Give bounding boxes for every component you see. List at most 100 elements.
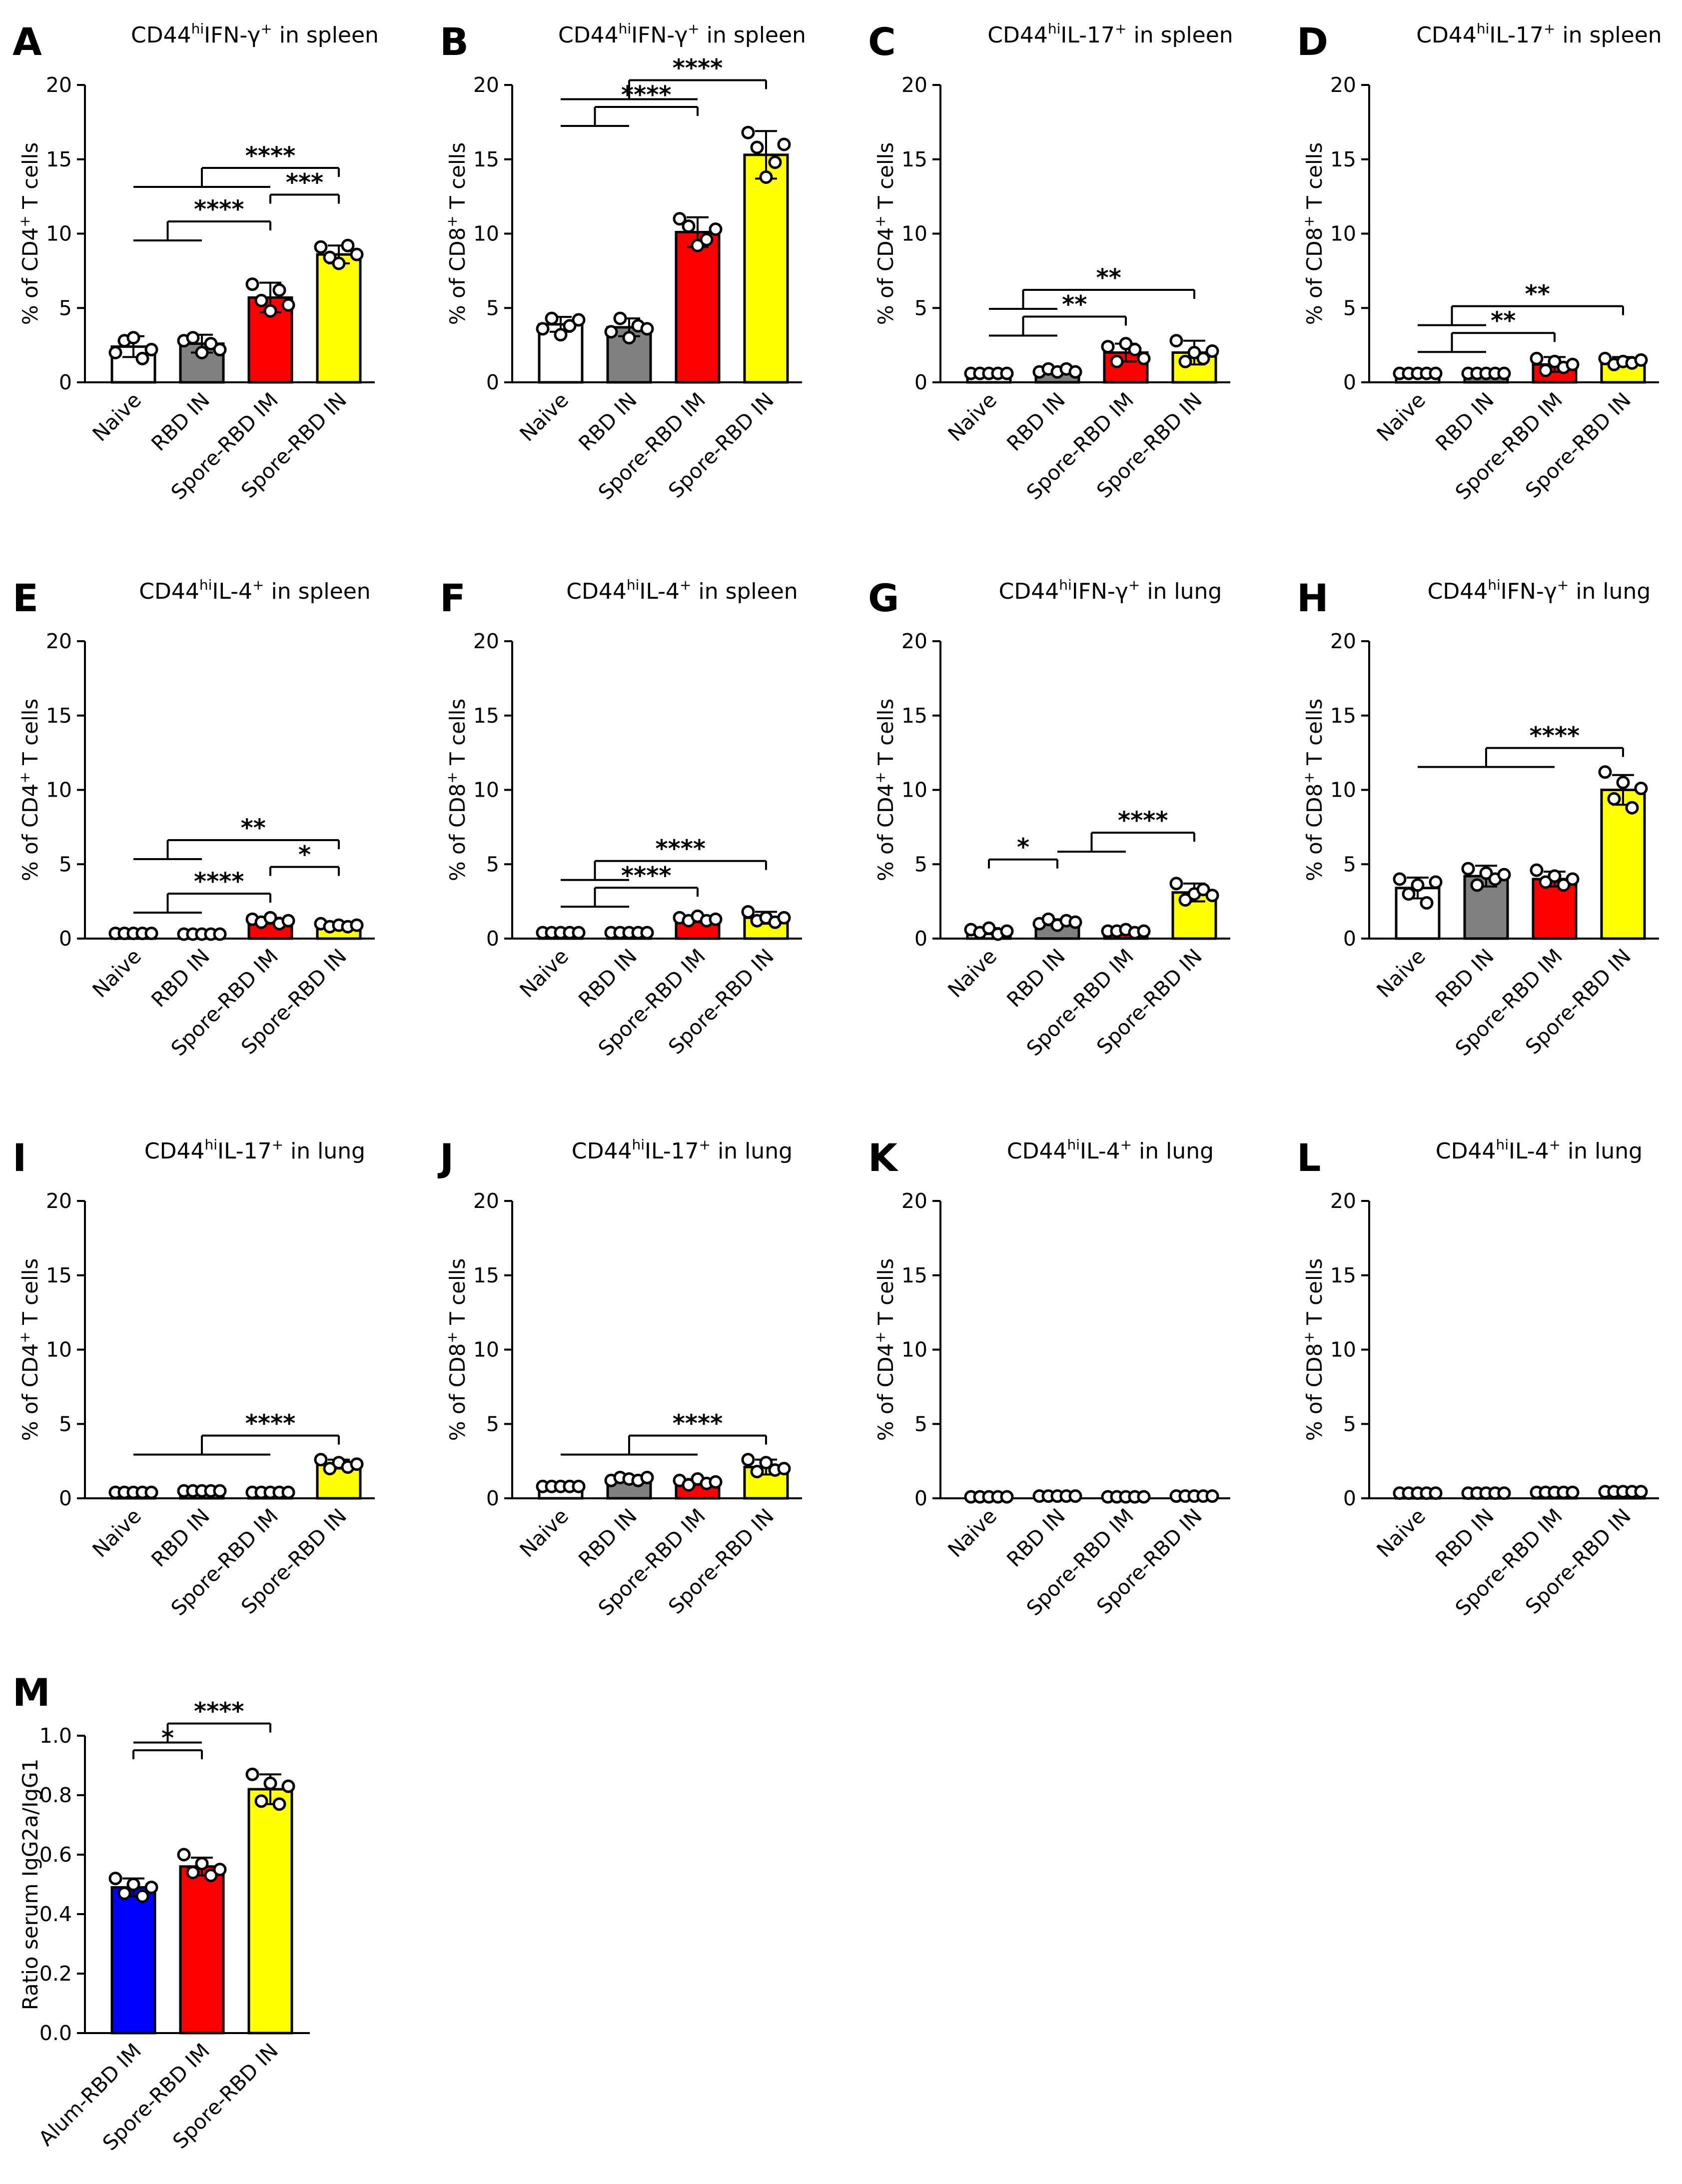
panel-B: B CD44hiIFN-γ+ in spleen% of CD8+ T cells… [440,19,806,504]
y-tick-label: 0 [59,927,72,951]
panel-K: K CD44hiIL-4+ in lung% of CD4+ T cells051… [868,1135,1230,1620]
y-tick-label: 10 [1330,222,1356,246]
data-point [281,914,295,928]
title-part: IL-17 [645,1138,699,1164]
y-label-part: T cells [445,699,470,772]
data-point [1539,363,1553,377]
data-point [750,140,764,154]
significance-label: **** [194,868,244,896]
significance-label: **** [194,1698,244,1726]
data-point [1470,878,1484,892]
panel-letter: A [12,19,42,64]
y-label-superscript: + [872,1331,888,1343]
title-part: in spleen [691,579,798,604]
y-tick-label: 20 [473,629,499,653]
bar [316,253,362,384]
panel-M: M Ratio serum IgG2a/IgG1 0.0 0.2 0.4 0.6 0.8 1.… [12,1670,310,2155]
y-tick-label: 15 [473,1263,499,1287]
title-superscript: hi [1488,577,1501,593]
data-point [144,1880,158,1894]
data-point [314,240,328,254]
data-point [759,170,773,184]
data-point [1101,340,1115,354]
title-superscript: + [272,1136,283,1153]
data-point [213,343,227,357]
title-part: in spleen [700,22,806,48]
data-point [1041,912,1055,926]
data-point [126,1878,140,1891]
y-tick-label: 0.4 [39,1902,72,1926]
category-label: Naive [88,1504,146,1562]
y-label-part: T cells [445,142,470,216]
y-tick-label: 15 [46,704,72,728]
panel-C: C CD44hiIL-17+ in spleen% of CD4+ T cells… [868,19,1233,504]
data-point [777,137,791,151]
data-point [572,926,586,940]
data-point [1110,354,1124,368]
data-point [1187,346,1201,359]
title-part: IL-17 [1060,22,1115,48]
y-tick-label: 5 [914,296,927,320]
title-part: CD44 [1428,579,1488,604]
panel-title: CD44hiIFN-γ+ in lung [1428,577,1651,604]
data-point [1530,351,1544,365]
panel-G: G CD44hiIFN-γ+ in lung% of CD4+ T cells05… [868,576,1230,1061]
y-label-superscript: + [16,1331,33,1343]
category-label: Naive [515,944,573,1002]
bar [1600,789,1646,940]
y-label-part: % of CD4 [873,1343,898,1441]
y-label-part: % of CD4 [18,1343,42,1441]
panel-title: CD44hiIFN-γ+ in lung [999,577,1222,604]
y-label-superscript: + [444,1331,460,1343]
title-part: CD44 [139,579,199,604]
significance-label: **** [245,142,295,170]
significance-label: ** [1096,264,1121,292]
panel-L: L CD44hiIL-4+ in lung% of CD8+ T cells051… [1297,1135,1659,1620]
data-point [1420,896,1434,910]
data-point [1548,869,1562,883]
data-point [673,212,687,226]
data-point [186,1866,200,1880]
significance-label: *** [286,169,323,197]
data-point [1000,924,1014,938]
significance-label: ** [1062,291,1087,319]
y-tick-label: 15 [1330,1263,1356,1287]
title-part: CD44 [987,22,1048,48]
title-part: in spleen [264,579,370,604]
data-point [350,247,364,261]
title-part: in spleen [1555,22,1662,48]
y-tick-label: 10 [473,778,499,802]
y-tick-label: 0 [1343,927,1356,951]
y-label-part: % of CD4 [873,784,898,881]
data-point [350,1457,364,1471]
data-point [213,927,227,941]
y-label-part: % of CD8 [1302,784,1327,881]
y-label-part: T cells [1302,142,1327,216]
significance-label: **** [656,835,706,863]
panel-letter: C [868,19,896,64]
y-label-part: T cells [18,1258,42,1332]
panel-letter: H [1297,576,1329,620]
y-tick-label: 10 [46,778,72,802]
y-tick-label: 10 [1330,1338,1356,1362]
data-point [1411,878,1425,892]
y-tick-label: 15 [473,704,499,728]
bar [743,153,789,384]
data-point [1205,889,1219,903]
panel-title: CD44hiIL-4+ in lung [1007,1136,1214,1164]
data-point [1497,1486,1511,1500]
significance-label: **** [673,54,723,82]
data-point [332,256,346,270]
title-superscript: + [1557,577,1569,593]
y-label-part: % of CD8 [445,784,470,881]
category-label: Naive [943,1504,1001,1562]
data-point [554,328,568,342]
panel-D: D CD44hiIL-17+ in spleen% of CD8+ T cells… [1297,19,1662,504]
data-point [604,325,618,339]
title-superscript: hi [204,1136,217,1153]
category-label: Naive [943,388,1001,446]
title-superscript: + [1128,577,1140,593]
y-tick-label: 5 [1343,1412,1356,1436]
y-tick-label: 15 [46,1263,72,1287]
title-superscript: + [252,577,264,593]
